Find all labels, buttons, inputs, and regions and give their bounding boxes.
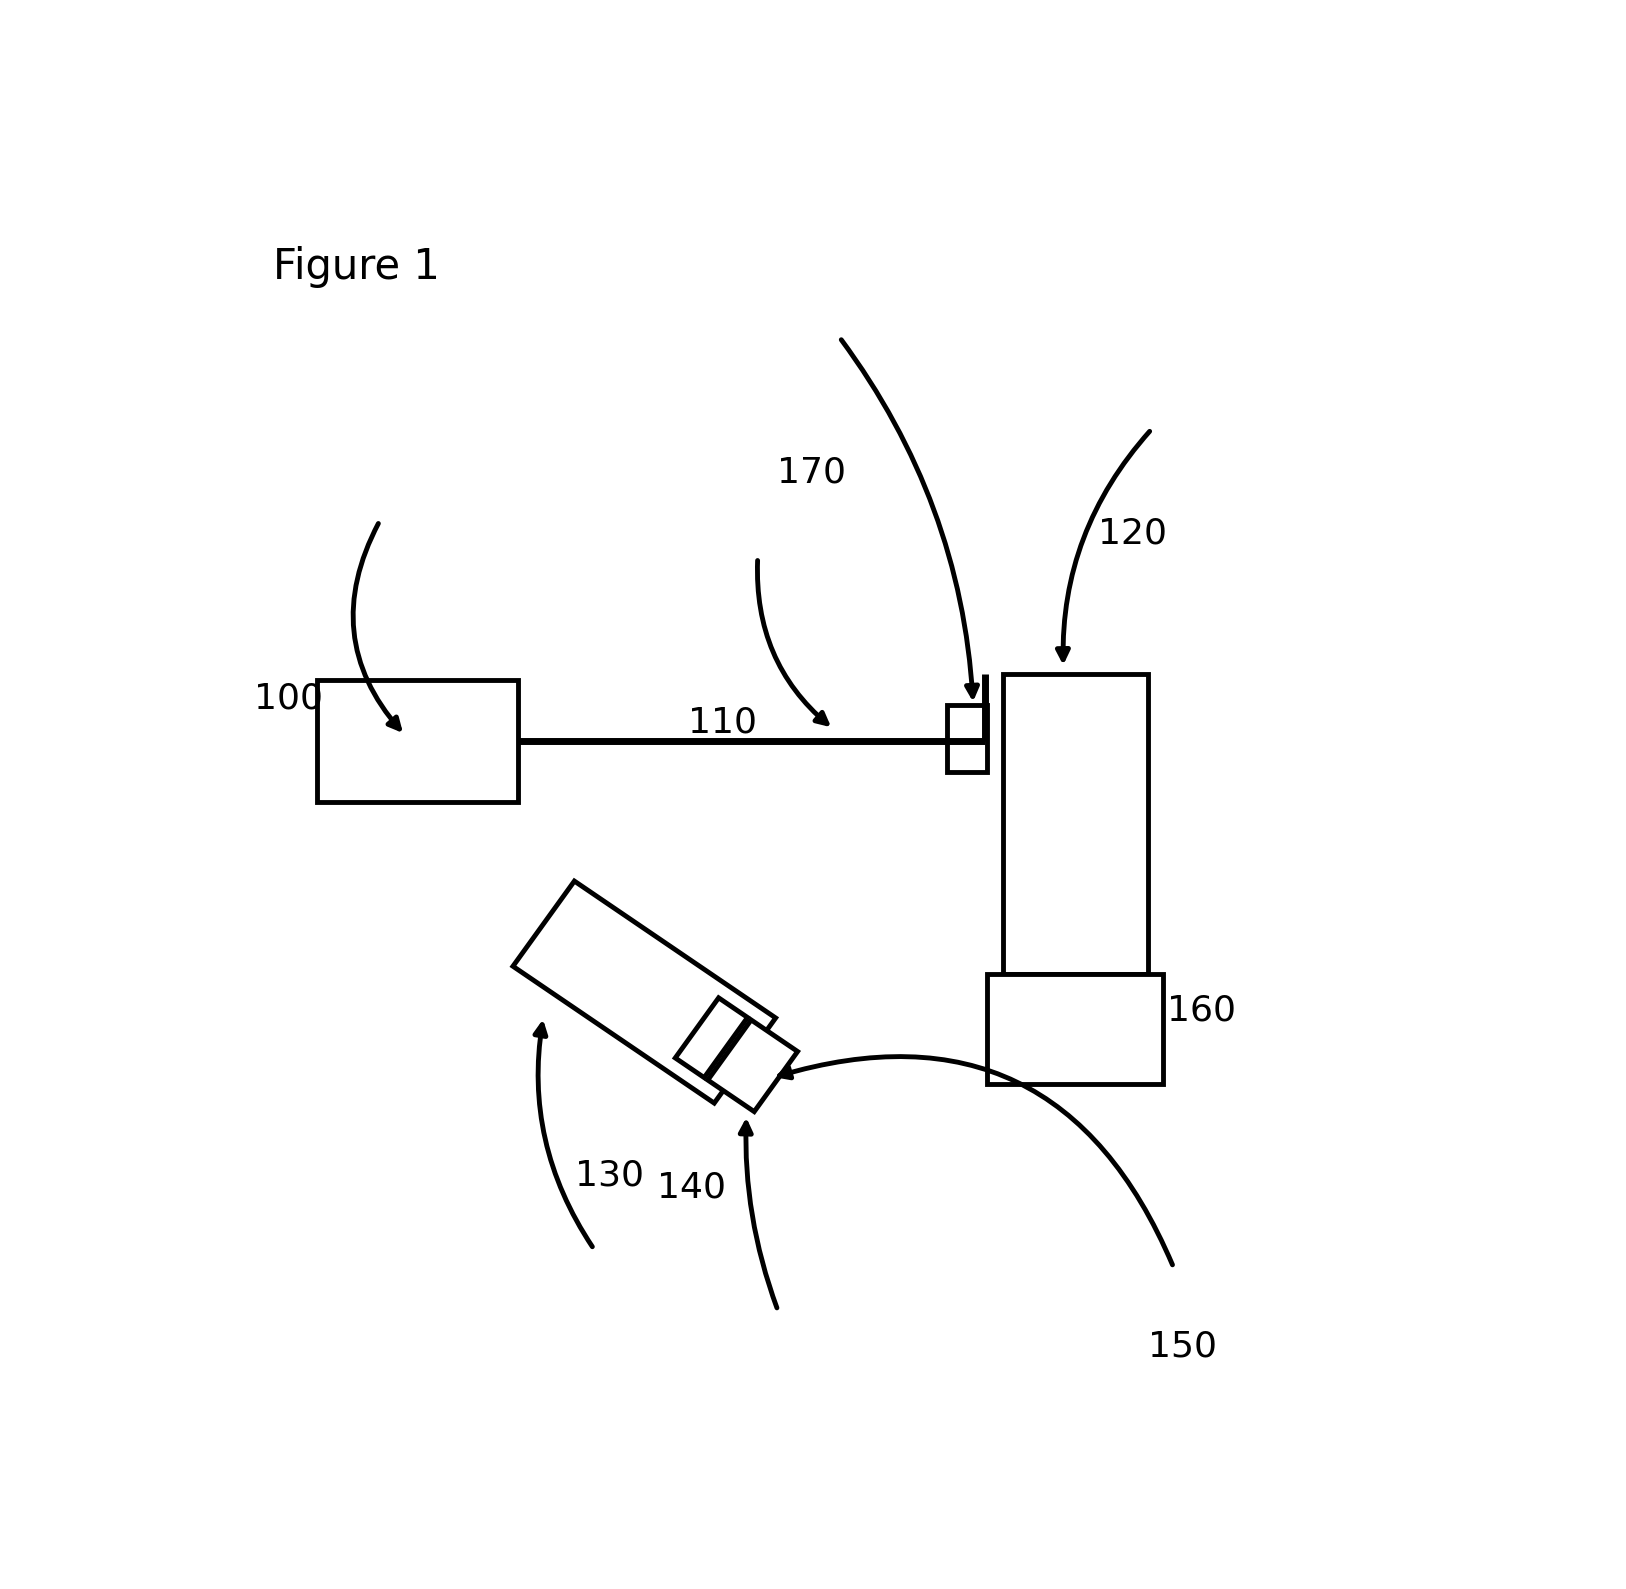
Text: 130: 130 (576, 1158, 644, 1193)
Text: 140: 140 (657, 1171, 725, 1204)
Polygon shape (707, 1020, 798, 1112)
Bar (946, 704, 987, 772)
Bar (987, 974, 1164, 1084)
Text: Figure 1: Figure 1 (273, 246, 439, 288)
Text: 150: 150 (1148, 1330, 1218, 1363)
Polygon shape (675, 998, 748, 1077)
Text: 100: 100 (254, 682, 322, 715)
Text: 170: 170 (777, 454, 846, 489)
Bar (1003, 674, 1148, 974)
Text: 110: 110 (688, 706, 758, 740)
Polygon shape (512, 880, 776, 1103)
Bar (317, 680, 519, 802)
Text: 160: 160 (1167, 993, 1236, 1028)
Text: 120: 120 (1098, 516, 1167, 550)
